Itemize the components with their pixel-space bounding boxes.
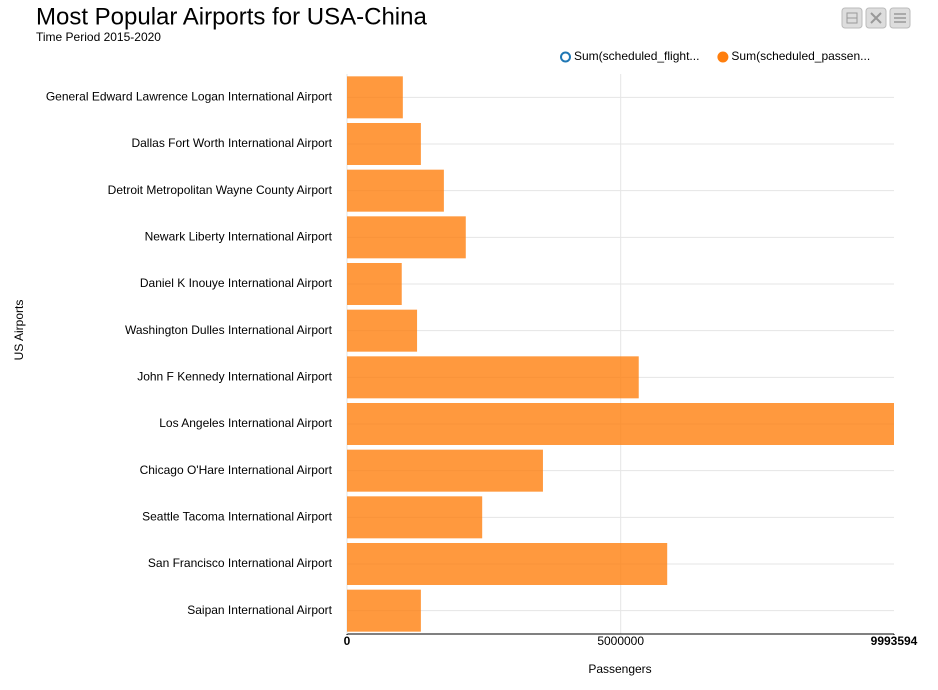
bar — [347, 123, 421, 165]
x-tick-label: 9993594 — [871, 634, 918, 648]
x-tick-label: 0 — [344, 634, 351, 648]
expand-button[interactable] — [865, 7, 887, 29]
y-axis-label: US Airports — [12, 300, 26, 361]
y-tick-label: Washington Dulles International Airport — [125, 323, 333, 337]
y-tick-label: Newark Liberty International Airport — [145, 230, 333, 244]
y-tick-label: John F Kennedy International Airport — [137, 370, 332, 384]
x-axis-label: Passengers — [588, 662, 651, 676]
legend-marker[interactable] — [560, 51, 571, 63]
bar — [347, 356, 639, 399]
legend-label[interactable]: Sum(scheduled_flight... — [574, 49, 699, 63]
y-tick-label: Chicago O'Hare International Airport — [140, 463, 333, 477]
bar — [347, 169, 444, 212]
y-tick-label: Saipan International Airport — [187, 603, 332, 617]
toolbar — [841, 7, 911, 29]
bar — [347, 309, 418, 352]
bar — [347, 543, 668, 585]
chart-title: Most Popular Airports for USA-China — [36, 3, 427, 30]
chart-subtitle: Time Period 2015-2020 — [36, 30, 161, 44]
legend-marker[interactable] — [717, 51, 729, 63]
bar — [347, 589, 421, 632]
bar — [347, 263, 402, 305]
menu-button[interactable] — [889, 7, 911, 29]
bar — [347, 403, 894, 445]
y-tick-label: Daniel K Inouye International Airport — [140, 276, 333, 290]
bar — [347, 76, 403, 119]
minimize-button[interactable] — [841, 7, 863, 29]
bar — [347, 496, 483, 539]
y-tick-label: Dallas Fort Worth International Airport — [131, 136, 332, 150]
legend-label[interactable]: Sum(scheduled_passen... — [731, 49, 870, 63]
y-tick-label: Detroit Metropolitan Wayne County Airpor… — [108, 183, 333, 197]
bar — [347, 449, 543, 492]
x-tick-label: 5000000 — [597, 634, 644, 648]
y-tick-label: Seattle Tacoma International Airport — [142, 510, 333, 524]
y-tick-label: General Edward Lawrence Logan Internatio… — [46, 90, 333, 104]
y-tick-label: Los Angeles International Airport — [159, 416, 332, 430]
bar — [347, 216, 466, 259]
y-tick-label: San Francisco International Airport — [148, 556, 333, 570]
